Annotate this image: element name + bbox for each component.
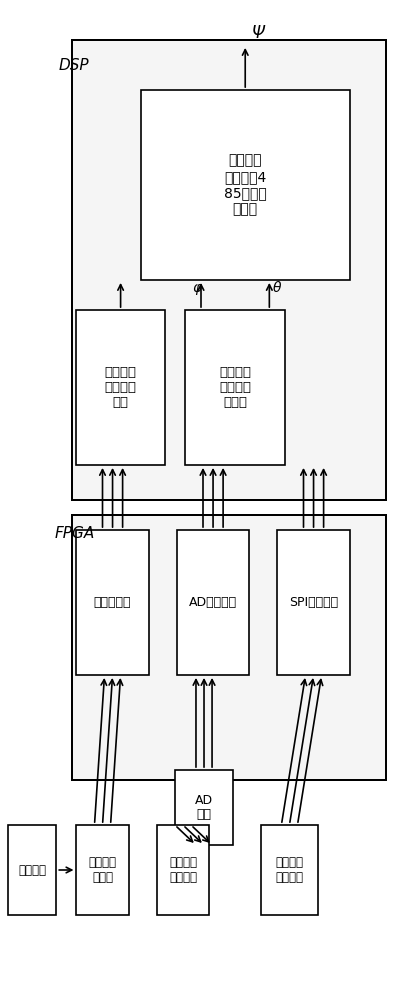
Text: θ: θ bbox=[272, 281, 281, 295]
FancyBboxPatch shape bbox=[261, 825, 317, 915]
Text: 激励电路: 激励电路 bbox=[18, 863, 46, 876]
FancyBboxPatch shape bbox=[76, 825, 128, 915]
Text: 频率计模块: 频率计模块 bbox=[93, 596, 131, 609]
FancyBboxPatch shape bbox=[140, 90, 349, 280]
FancyBboxPatch shape bbox=[277, 530, 349, 675]
Text: 三维磁感
传感器: 三维磁感 传感器 bbox=[88, 856, 116, 884]
FancyBboxPatch shape bbox=[72, 515, 385, 780]
Text: DSP: DSP bbox=[59, 57, 89, 73]
Text: Ψ: Ψ bbox=[250, 24, 263, 42]
FancyBboxPatch shape bbox=[176, 530, 249, 675]
Text: FPGA: FPGA bbox=[54, 526, 94, 540]
Text: AD控制模块: AD控制模块 bbox=[188, 596, 237, 609]
Text: 三维加速
度传感器: 三维加速 度传感器 bbox=[168, 856, 196, 884]
FancyBboxPatch shape bbox=[174, 770, 233, 845]
Text: 三维陌螺
仪传感器: 三维陌螺 仪传感器 bbox=[275, 856, 303, 884]
FancyBboxPatch shape bbox=[8, 825, 56, 915]
FancyBboxPatch shape bbox=[76, 530, 148, 675]
Text: SPI总线模块: SPI总线模块 bbox=[288, 596, 337, 609]
Text: 卡尔曼滤
波融合倾
角单元: 卡尔曼滤 波融合倾 角单元 bbox=[219, 366, 251, 409]
FancyBboxPatch shape bbox=[72, 40, 385, 500]
Text: 圆形旋转
极値修正
单元: 圆形旋转 极値修正 单元 bbox=[104, 366, 136, 409]
Text: 磁罗经倾
角补偿及4
85总线输
出单元: 磁罗经倾 角补偿及4 85总线输 出单元 bbox=[223, 154, 266, 216]
Text: φ: φ bbox=[192, 281, 201, 295]
Text: AD
芯片: AD 芯片 bbox=[194, 794, 213, 822]
FancyBboxPatch shape bbox=[156, 825, 209, 915]
FancyBboxPatch shape bbox=[76, 310, 164, 465]
FancyBboxPatch shape bbox=[184, 310, 285, 465]
